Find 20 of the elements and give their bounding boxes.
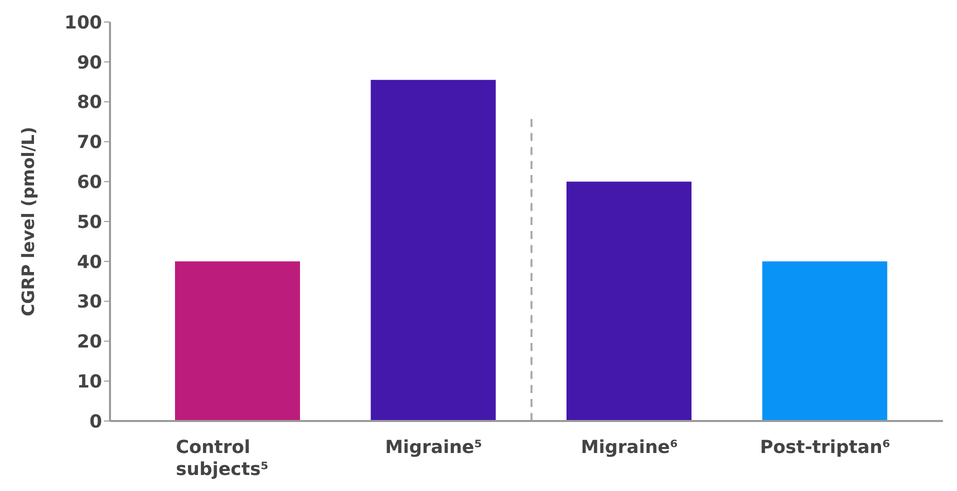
bar <box>566 182 692 421</box>
y-tick-label: 20 <box>76 332 102 353</box>
y-tick-label: 10 <box>76 371 102 392</box>
y-tick-label: 40 <box>76 252 102 273</box>
y-tick-label: 90 <box>76 52 102 74</box>
y-tick-label: 100 <box>64 12 102 34</box>
y-tick-label: 30 <box>76 292 102 313</box>
x-tick-label: Control subjects⁵ <box>176 437 269 480</box>
x-tick-label: Post-triptan⁶ <box>760 437 890 458</box>
bar <box>370 80 496 421</box>
bar <box>175 261 300 421</box>
y-tick-label: 0 <box>89 411 102 432</box>
x-tick-label: Migraine⁵ <box>385 437 482 458</box>
y-axis-title: CGRP level (pmol/L) <box>19 126 40 316</box>
bar <box>762 261 888 421</box>
y-tick-label: 60 <box>76 172 102 193</box>
x-tick-label: Migraine⁶ <box>580 437 678 458</box>
y-tick-label: 50 <box>76 212 102 233</box>
y-tick-label: 70 <box>76 132 102 154</box>
y-tick-label: 80 <box>76 92 102 114</box>
